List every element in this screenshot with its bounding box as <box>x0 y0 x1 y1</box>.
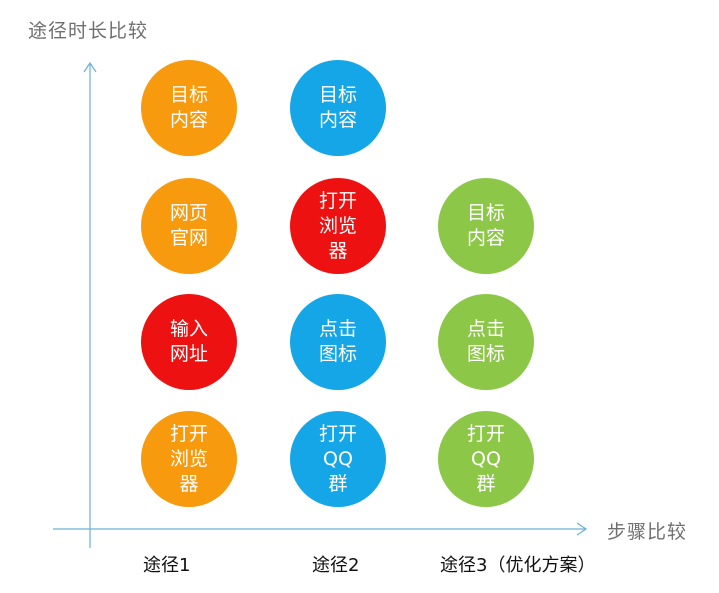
route2-step-target-content: 目标 内容 <box>290 60 386 156</box>
x-axis-title: 步骤比较 <box>607 521 688 543</box>
route1-step-enter-url: 输入 网址 <box>141 294 237 390</box>
route2-label: 途径2 <box>312 555 360 576</box>
route3-label: 途径3（优化方案） <box>440 555 596 576</box>
route1-step-open-browser: 打开 浏览 器 <box>141 411 237 507</box>
y-axis-title: 途径时长比较 <box>28 20 149 42</box>
route2-step-click-icon: 点击 图标 <box>290 294 386 390</box>
route2-step-open-qq-group: 打开 QQ 群 <box>290 411 386 507</box>
x-axis-arrow <box>576 522 588 536</box>
route3-step-click-icon: 点击 图标 <box>438 294 534 390</box>
route3-step-open-qq-group: 打开 QQ 群 <box>438 411 534 507</box>
route3-step-target-content: 目标 内容 <box>438 178 534 274</box>
route1-label: 途径1 <box>143 555 191 576</box>
route2-step-open-browser: 打开 浏览 器 <box>290 178 386 274</box>
route1-step-target-content: 目标 内容 <box>141 60 237 156</box>
route1-step-official-site: 网页 官网 <box>141 178 237 274</box>
y-axis-arrow <box>83 61 97 73</box>
